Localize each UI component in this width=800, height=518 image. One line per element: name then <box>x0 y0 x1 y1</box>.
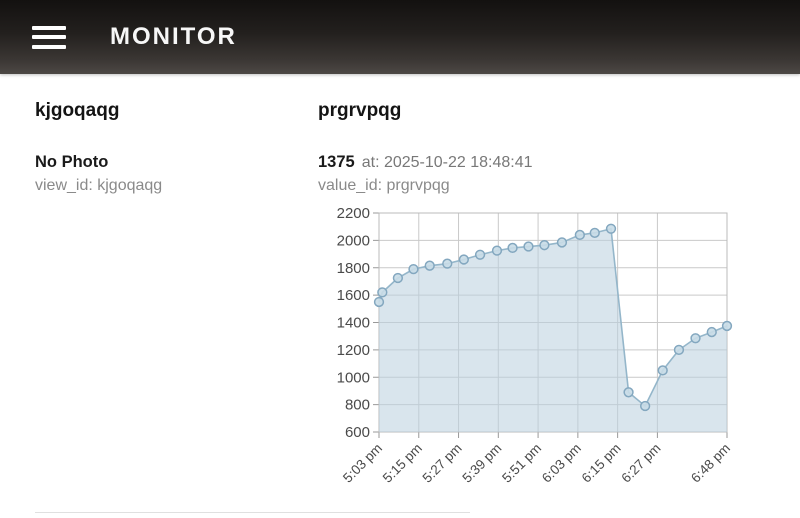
value-history-chart: 600 800 1000 1200 1400 1600 1800 2000 2200 5:03 p… <box>325 200 755 500</box>
y-tick-label: 1600 <box>337 287 370 304</box>
y-tick-label: 1400 <box>337 315 370 332</box>
hamburger-bar <box>32 44 66 49</box>
x-tick-label: 6:03 pm <box>539 441 584 486</box>
x-tick-label: 5:15 pm <box>380 441 425 486</box>
chart-svg: 600 800 1000 1200 1400 1600 1800 2000 2200 5:03 p… <box>337 205 733 486</box>
y-tick-label: 1200 <box>337 342 370 359</box>
data-point-marker <box>507 242 518 254</box>
view-name-heading: kjgoqaqg <box>35 100 120 121</box>
data-point-marker <box>574 229 585 241</box>
photo-status: No Photo <box>35 153 109 171</box>
app-title: MONITOR <box>110 23 237 50</box>
x-tick-label: 6:27 pm <box>618 441 663 486</box>
x-tick-label: 5:39 pm <box>459 441 504 486</box>
x-tick-label: 5:27 pm <box>420 441 465 486</box>
hamburger-menu-icon[interactable] <box>32 25 66 49</box>
x-tick-label: 5:03 pm <box>340 441 385 486</box>
current-value: 1375 <box>318 153 355 171</box>
y-tick-label: 600 <box>345 424 370 441</box>
data-point-marker <box>673 344 685 356</box>
series-area <box>379 228 727 432</box>
y-tick-label: 2200 <box>337 205 370 222</box>
data-point-marker <box>523 241 534 252</box>
x-tick-label: 5:51 pm <box>499 441 544 486</box>
hamburger-bar <box>32 25 66 30</box>
data-point-marker <box>556 237 568 248</box>
data-point-marker <box>373 296 385 308</box>
current-value-line: 1375 at: 2025-10-22 18:48:41 <box>318 153 533 172</box>
x-tick-label: 6:48 pm <box>688 441 733 486</box>
hamburger-bar <box>32 35 66 39</box>
data-point-marker <box>408 263 419 275</box>
data-point-marker <box>690 333 701 344</box>
value-id-label: value_id: prgrvpqg <box>318 177 450 194</box>
data-point-marker <box>589 227 600 238</box>
data-point-marker <box>458 254 469 265</box>
x-tick-label: 6:15 pm <box>579 441 624 486</box>
data-point-marker <box>657 365 668 376</box>
data-point-marker <box>474 249 486 260</box>
y-tick-label: 800 <box>345 397 370 414</box>
view-id-label: view_id: kjgoqaqg <box>35 177 163 194</box>
data-point-marker <box>377 287 388 298</box>
data-point-marker <box>721 320 733 332</box>
data-point-marker <box>424 260 435 271</box>
y-tick-label: 1800 <box>337 260 370 277</box>
data-point-marker <box>539 240 550 251</box>
value-timestamp: at: 2025-10-22 18:48:41 <box>361 154 533 171</box>
app-header: MONITOR <box>0 0 800 74</box>
data-point-marker <box>491 245 503 256</box>
data-point-marker <box>623 387 634 398</box>
data-point-marker <box>442 258 453 269</box>
data-point-marker <box>639 400 651 412</box>
y-tick-label: 2000 <box>337 232 370 249</box>
section-divider <box>35 512 470 513</box>
y-tick-label: 1000 <box>337 369 370 386</box>
data-point-marker <box>605 223 617 234</box>
data-point-marker <box>706 326 717 338</box>
value-name-heading: prgrvpqg <box>318 100 402 121</box>
data-point-marker <box>392 272 404 284</box>
